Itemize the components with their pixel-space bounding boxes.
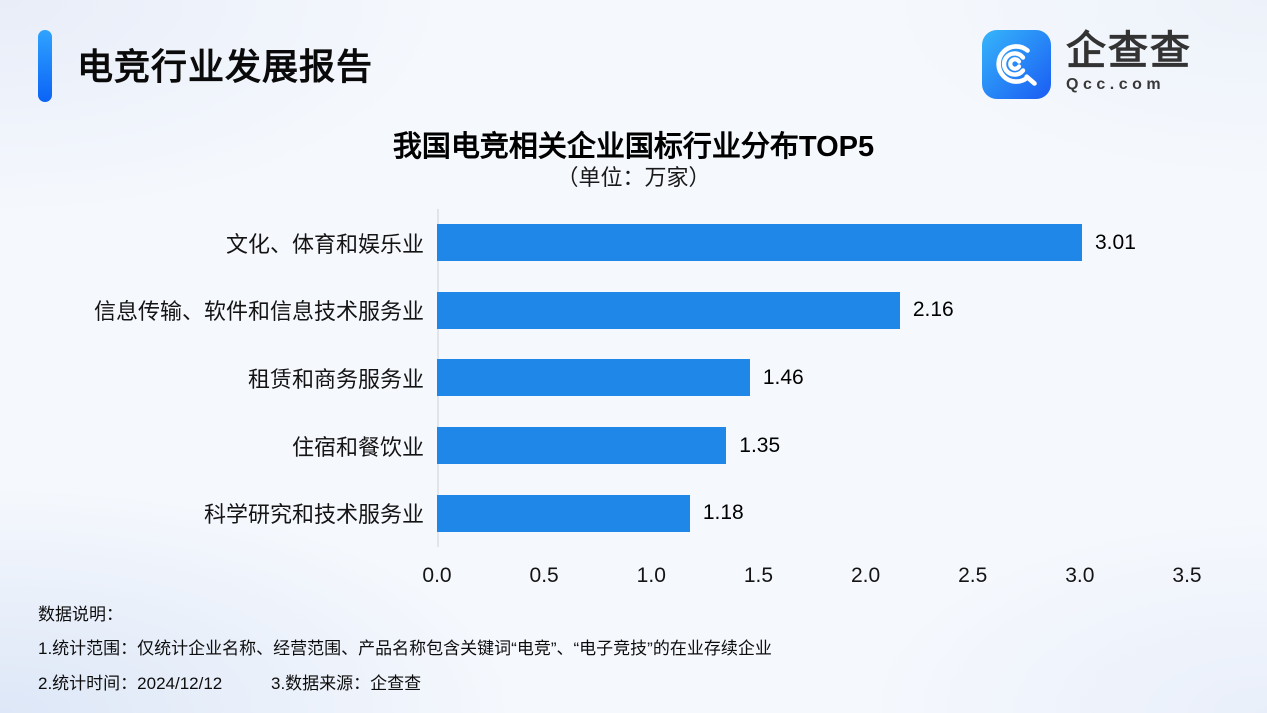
x-tick-label: 1.0 — [636, 564, 666, 587]
page-title: 电竞行业发展报告 — [77, 46, 374, 87]
value-label: 1.46 — [762, 365, 804, 389]
qcc-logo-text: 企查查 Qcc.com — [1066, 29, 1192, 94]
qcc-logo-icon — [982, 30, 1051, 99]
bar — [437, 427, 727, 465]
category-label: 信息传输、软件和信息技术服务业 — [93, 299, 424, 325]
value-label: 1.35 — [739, 433, 781, 457]
x-tick-label: 3.5 — [1172, 564, 1202, 587]
bar-row: 住宿和餐饮业 1.35 — [292, 427, 1187, 465]
bar — [437, 291, 900, 329]
value-label: 3.01 — [1095, 230, 1136, 254]
bar-row: 信息传输、软件和信息技术服务业 2.16 — [94, 291, 1187, 329]
bar-row: 科学研究和技术服务业 1.18 — [204, 494, 1187, 532]
category-label: 租赁和商务服务业 — [247, 366, 424, 392]
x-axis: 0.0 0.5 1.0 1.5 2.0 2.5 3.0 3.5 — [422, 547, 1201, 593]
x-tick-label: 2.0 — [850, 564, 881, 587]
footer-note-3: 3.数据来源：企查查 — [271, 674, 422, 693]
category-label: 住宿和餐饮业 — [291, 434, 424, 460]
x-tick-label: 0.5 — [529, 564, 559, 587]
bar-row: 文化、体育和娱乐业 3.01 — [226, 224, 1187, 262]
bar — [437, 494, 690, 532]
chart-unit-label: （单位：万家） — [556, 165, 711, 190]
value-label: 2.16 — [912, 298, 954, 322]
category-label: 文化、体育和娱乐业 — [225, 231, 424, 257]
bar — [437, 224, 1082, 262]
chart-title: 我国电竞相关企业国标行业分布TOP5 — [392, 131, 875, 163]
x-tick-label: 0.0 — [422, 564, 452, 587]
bar-row: 租赁和商务服务业 1.46 — [248, 359, 1187, 397]
footer-note-2-3: 2.统计时间：2024/12/12 3.数据来源：企查查 — [38, 669, 421, 694]
qcc-logo-domain: Qcc.com — [1066, 76, 1166, 94]
footer-note-1: 1.统计范围：仅统计企业名称、经营范围、产品名称包含关键词“电竞”、“电子竞技”… — [38, 639, 772, 658]
footer-note-2: 2.统计时间：2024/12/12 — [38, 674, 223, 693]
footer-heading: 数据说明： — [38, 605, 123, 624]
category-label: 科学研究和技术服务业 — [203, 502, 424, 528]
x-tick-label: 2.5 — [958, 564, 988, 587]
bar-chart: 文化、体育和娱乐业 3.01 信息传输、软件和信息技术服务业 2.16 租赁和商务服务业… — [94, 209, 1202, 587]
value-label: 1.18 — [702, 501, 744, 525]
bar-rows: 文化、体育和娱乐业 3.01 信息传输、软件和信息技术服务业 2.16 租赁和商务服务业… — [94, 209, 1187, 547]
x-tick-label: 1.5 — [743, 564, 774, 587]
qcc-logo-name: 企查查 — [1066, 29, 1192, 73]
qcc-logo: 企查查 Qcc.com — [982, 29, 1192, 99]
bar — [437, 359, 750, 397]
x-tick-label: 3.0 — [1065, 564, 1095, 587]
title-accent-bar — [38, 30, 52, 102]
